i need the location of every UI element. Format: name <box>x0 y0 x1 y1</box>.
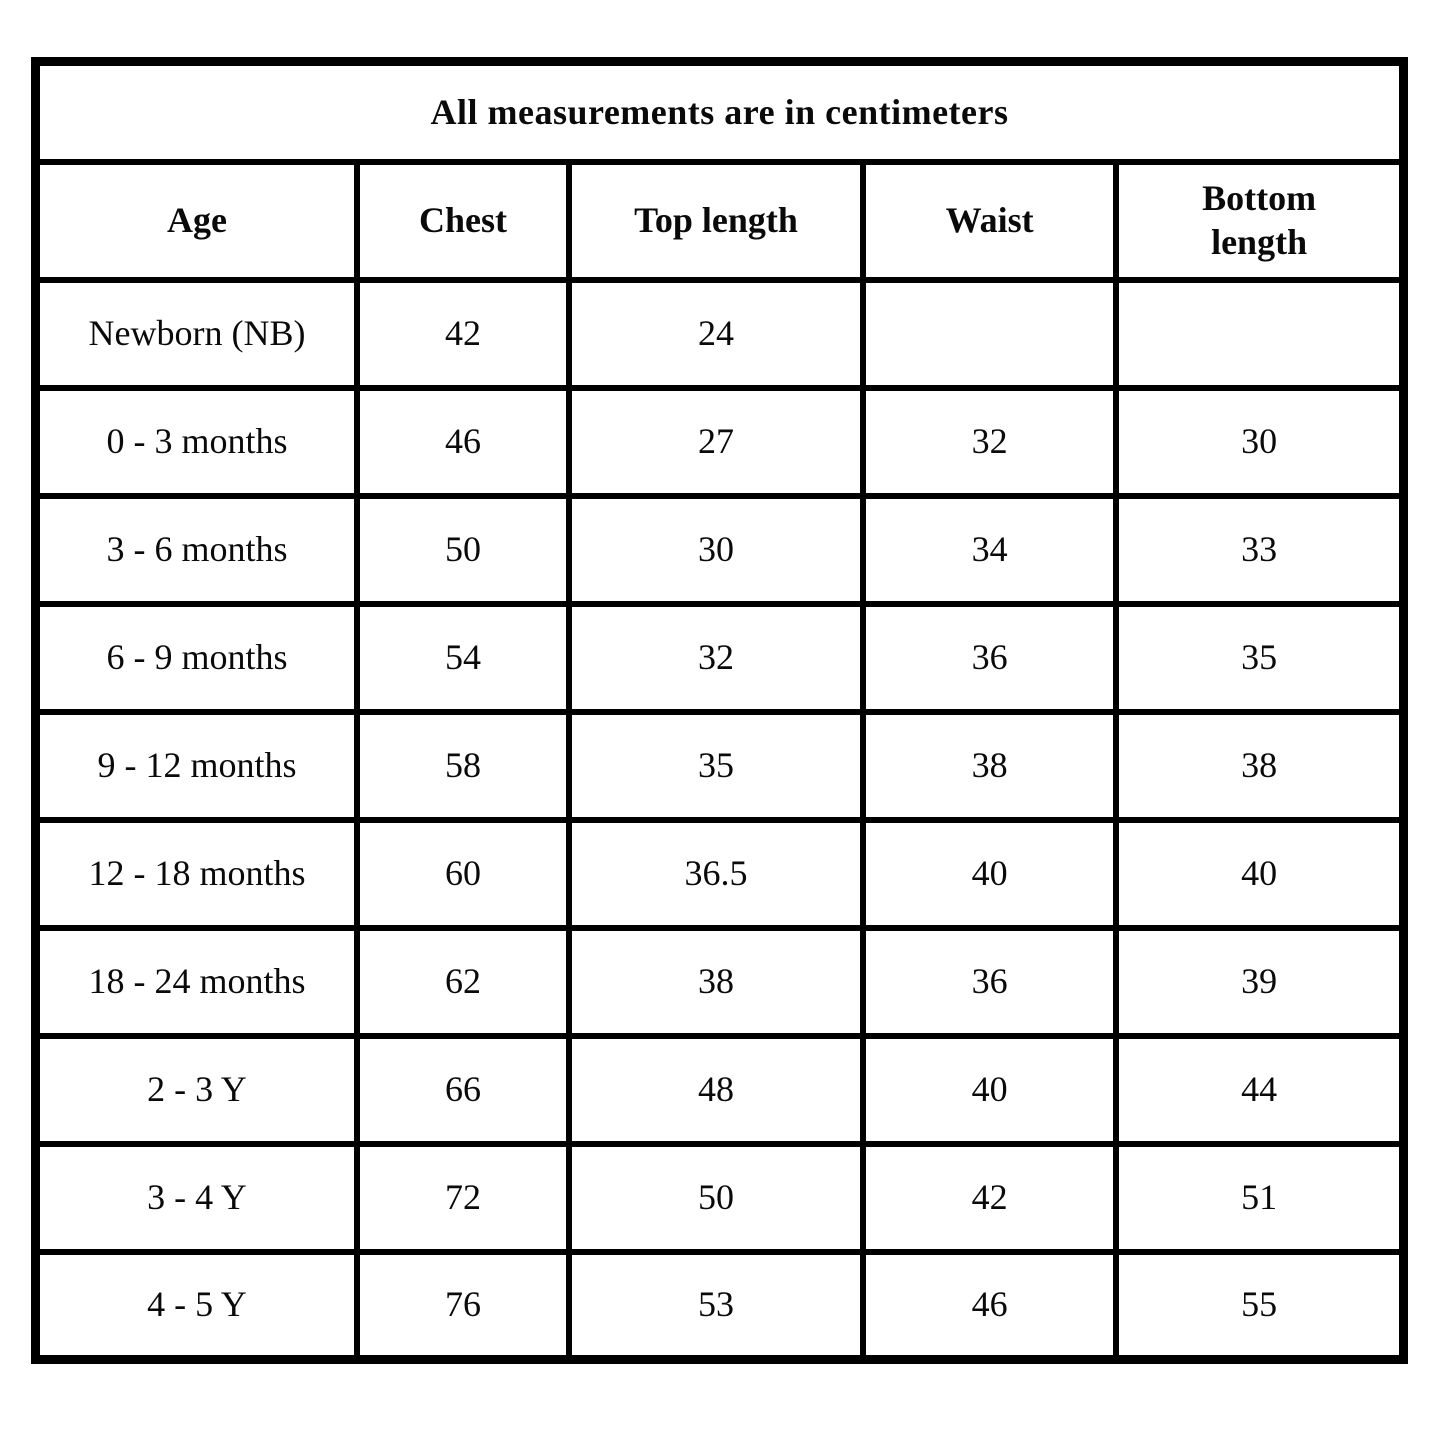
top-length-cell: 32 <box>565 600 867 715</box>
table-title: All measurements are in centimeters <box>32 58 1407 165</box>
column-header-bottom-length: Bottom length <box>1113 158 1407 283</box>
table-row-12-18-months: 12 - 18 months 60 36.5 40 40 <box>32 816 1407 931</box>
table-row-3-6-months: 3 - 6 months 50 30 34 33 <box>32 492 1407 607</box>
table-row-3-4-y: 3 - 4 Y 72 50 42 51 <box>32 1140 1407 1255</box>
waist-cell: 38 <box>860 708 1120 823</box>
table-row-6-9-months: 6 - 9 months 54 32 36 35 <box>32 600 1407 715</box>
age-cell: 2 - 3 Y <box>32 1032 360 1147</box>
top-length-cell: 35 <box>565 708 867 823</box>
top-length-cell: 50 <box>565 1140 867 1255</box>
waist-cell: 40 <box>860 816 1120 931</box>
chest-cell: 46 <box>353 384 573 499</box>
top-length-cell: 53 <box>565 1248 867 1363</box>
age-cell: 4 - 5 Y <box>32 1248 360 1363</box>
column-header-age: Age <box>32 158 360 283</box>
waist-cell: 34 <box>860 492 1120 607</box>
age-cell: 12 - 18 months <box>32 816 360 931</box>
table-row-0-3-months: 0 - 3 months 46 27 32 30 <box>32 384 1407 499</box>
chest-cell: 58 <box>353 708 573 823</box>
age-cell: Newborn (NB) <box>32 276 360 391</box>
column-header-bottom-length-label: Bottom length <box>1202 178 1317 262</box>
column-header-top-length: Top length <box>565 158 867 283</box>
table-row-18-24-months: 18 - 24 months 62 38 36 39 <box>32 924 1407 1039</box>
chest-cell: 60 <box>353 816 573 931</box>
bottom-length-cell: 33 <box>1113 492 1407 607</box>
top-length-cell: 27 <box>565 384 867 499</box>
table-row-4-5-y: 4 - 5 Y 76 53 46 55 <box>32 1248 1407 1363</box>
chest-cell: 62 <box>353 924 573 1039</box>
top-length-cell: 24 <box>565 276 867 391</box>
table-title-row: All measurements are in centimeters <box>32 58 1407 165</box>
chest-cell: 66 <box>353 1032 573 1147</box>
table-row-2-3-y: 2 - 3 Y 66 48 40 44 <box>32 1032 1407 1147</box>
age-cell: 3 - 6 months <box>32 492 360 607</box>
bottom-length-cell: 40 <box>1113 816 1407 931</box>
table-row-9-12-months: 9 - 12 months 58 35 38 38 <box>32 708 1407 823</box>
chest-cell: 50 <box>353 492 573 607</box>
waist-cell: 40 <box>860 1032 1120 1147</box>
chest-cell: 76 <box>353 1248 573 1363</box>
age-cell: 0 - 3 months <box>32 384 360 499</box>
bottom-length-cell: 55 <box>1113 1248 1407 1363</box>
bottom-length-cell: 38 <box>1113 708 1407 823</box>
table-row-newborn: Newborn (NB) 42 24 <box>32 276 1407 391</box>
age-cell: 18 - 24 months <box>32 924 360 1039</box>
top-length-cell: 38 <box>565 924 867 1039</box>
age-cell: 6 - 9 months <box>32 600 360 715</box>
column-header-chest: Chest <box>353 158 573 283</box>
chest-cell: 54 <box>353 600 573 715</box>
size-chart-table: All measurements are in centimeters Age … <box>31 57 1408 1364</box>
bottom-length-cell: 30 <box>1113 384 1407 499</box>
bottom-length-cell: 44 <box>1113 1032 1407 1147</box>
age-cell: 3 - 4 Y <box>32 1140 360 1255</box>
waist-cell: 36 <box>860 924 1120 1039</box>
waist-cell <box>860 276 1120 391</box>
top-length-cell: 48 <box>565 1032 867 1147</box>
waist-cell: 36 <box>860 600 1120 715</box>
bottom-length-cell <box>1113 276 1407 391</box>
top-length-cell: 36.5 <box>565 816 867 931</box>
bottom-length-cell: 35 <box>1113 600 1407 715</box>
table-header-row: Age Chest Top length Waist Bottom length <box>32 158 1407 283</box>
waist-cell: 32 <box>860 384 1120 499</box>
chest-cell: 42 <box>353 276 573 391</box>
bottom-length-cell: 39 <box>1113 924 1407 1039</box>
waist-cell: 42 <box>860 1140 1120 1255</box>
column-header-waist: Waist <box>860 158 1120 283</box>
bottom-length-cell: 51 <box>1113 1140 1407 1255</box>
waist-cell: 46 <box>860 1248 1120 1363</box>
top-length-cell: 30 <box>565 492 867 607</box>
age-cell: 9 - 12 months <box>32 708 360 823</box>
chest-cell: 72 <box>353 1140 573 1255</box>
